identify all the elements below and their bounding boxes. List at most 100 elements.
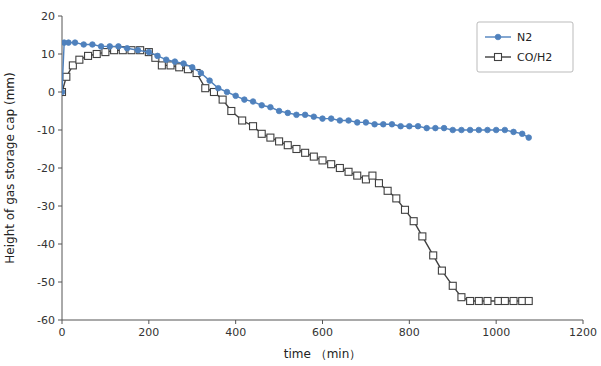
y-tick-label: -40 — [37, 238, 55, 251]
point — [345, 168, 352, 175]
point — [202, 85, 209, 92]
point — [363, 120, 369, 126]
point — [525, 298, 532, 305]
point — [250, 99, 256, 105]
y-tick-label: 10 — [41, 48, 55, 61]
point — [294, 112, 300, 118]
point — [476, 127, 482, 133]
point — [163, 57, 169, 63]
point — [189, 65, 195, 71]
point — [354, 120, 360, 126]
x-tick-label: 1000 — [482, 326, 510, 339]
point — [328, 161, 335, 168]
point — [467, 127, 473, 133]
point — [124, 46, 130, 52]
y-tick — [58, 54, 62, 55]
point — [146, 49, 152, 55]
point — [207, 78, 213, 84]
y-tick — [58, 130, 62, 131]
x-tick-label: 600 — [312, 326, 333, 339]
y-tick-label: -10 — [37, 124, 55, 137]
legend-marker — [495, 34, 501, 40]
point — [198, 70, 204, 76]
point — [475, 298, 482, 305]
x-tick — [235, 320, 236, 324]
point — [310, 153, 317, 160]
x-tick — [409, 320, 410, 324]
y-tick — [58, 168, 62, 169]
x-tick-label: 200 — [138, 326, 159, 339]
point — [372, 122, 378, 128]
legend: N2 CO/H2 — [477, 22, 573, 72]
point — [493, 127, 499, 133]
x-tick-label: 0 — [59, 326, 66, 339]
point — [259, 103, 265, 109]
point — [239, 117, 246, 124]
point — [389, 122, 395, 128]
point — [155, 53, 161, 59]
point — [526, 135, 532, 141]
point — [449, 282, 456, 289]
point — [433, 125, 439, 131]
point — [216, 85, 222, 91]
point — [328, 116, 334, 122]
point — [398, 123, 404, 129]
point — [85, 52, 92, 59]
y-tick — [58, 16, 62, 17]
x-tick — [62, 320, 63, 324]
point — [438, 267, 445, 274]
x-tick-label: 1200 — [569, 326, 597, 339]
point — [319, 157, 326, 164]
point — [258, 130, 265, 137]
y-tick-label: -50 — [37, 276, 55, 289]
y-tick — [58, 282, 62, 283]
series-line — [62, 50, 529, 301]
point — [62, 89, 66, 96]
legend-label: N2 — [517, 31, 532, 44]
point — [228, 108, 235, 115]
point — [63, 73, 70, 80]
point — [81, 42, 87, 48]
point — [311, 114, 317, 120]
y-tick — [58, 244, 62, 245]
point — [69, 62, 76, 69]
plot-area — [62, 40, 532, 305]
y-tick-label: -20 — [37, 162, 55, 175]
point — [510, 298, 517, 305]
point — [502, 127, 508, 133]
point — [415, 123, 421, 129]
point — [76, 56, 83, 63]
point — [276, 108, 282, 114]
point — [501, 298, 508, 305]
legend-label: CO/H2 — [517, 51, 552, 64]
point — [519, 131, 525, 137]
series — [62, 47, 532, 305]
point — [219, 96, 226, 103]
point — [276, 138, 283, 145]
series-line — [62, 43, 529, 138]
point — [107, 44, 113, 50]
point — [268, 104, 274, 110]
point — [511, 129, 517, 135]
point — [320, 116, 326, 122]
point — [336, 165, 343, 172]
point — [145, 49, 152, 56]
point — [250, 123, 257, 130]
point — [484, 298, 491, 305]
point — [158, 62, 165, 69]
point — [267, 134, 274, 141]
point — [116, 44, 122, 50]
point — [375, 180, 382, 187]
point — [380, 122, 386, 128]
point — [519, 298, 526, 305]
point — [98, 44, 104, 50]
point — [90, 42, 96, 48]
point — [293, 146, 300, 153]
point — [467, 298, 474, 305]
point — [362, 176, 369, 183]
point — [302, 149, 309, 156]
point — [450, 127, 456, 133]
x-tick-label: 400 — [225, 326, 246, 339]
point — [302, 112, 308, 118]
point — [337, 118, 343, 124]
